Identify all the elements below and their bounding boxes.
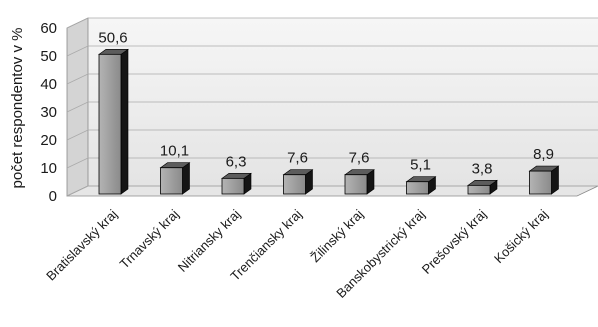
bar-front	[221, 177, 245, 195]
bar-front	[529, 170, 552, 195]
category-label: Bratislavský kraj	[43, 206, 120, 283]
gridline	[66, 101, 598, 113]
y-tick-label: 10	[40, 160, 57, 177]
bar	[528, 165, 560, 195]
chart-walls	[66, 17, 598, 197]
y-tick-label: 60	[40, 20, 57, 37]
bar	[282, 169, 314, 195]
floor	[66, 185, 598, 197]
gridline	[66, 157, 598, 169]
data-label: 3,8	[472, 160, 493, 177]
bar-front	[467, 184, 491, 195]
bar-front	[98, 53, 122, 195]
gridline	[66, 45, 598, 57]
bars	[98, 48, 560, 195]
data-label: 50,6	[98, 29, 127, 46]
bar	[344, 169, 375, 195]
gridline	[66, 17, 598, 29]
y-tick-label: 20	[40, 132, 57, 149]
bar-side	[120, 48, 129, 195]
category-label: Nitriansky kraj	[175, 206, 243, 274]
bar	[467, 179, 498, 195]
bar	[221, 172, 252, 195]
bar-front	[283, 174, 306, 195]
bar-side	[182, 162, 190, 195]
data-label: 8,9	[533, 146, 554, 163]
y-axis-ticks: 0 10 20 30 40 50 60	[40, 20, 57, 205]
gridline	[66, 73, 598, 85]
category-label: Prešovský kraj	[419, 206, 489, 276]
bar	[159, 162, 191, 195]
data-label: 6,3	[226, 153, 247, 170]
bar	[405, 176, 437, 195]
data-label: 7,6	[349, 150, 370, 167]
y-tick-label: 50	[40, 48, 57, 65]
bar-front	[406, 181, 429, 195]
y-tick-label: 40	[40, 76, 57, 93]
y-tick-label: 30	[40, 104, 57, 121]
bar-front	[344, 174, 368, 195]
y-tick-label: 0	[49, 188, 57, 205]
data-labels: 50,6 10,1 6,3 7,6 7,6 5,1 3,8 8,9	[98, 29, 554, 177]
data-label: 7,6	[287, 150, 308, 167]
category-label: Trnavský kraj	[117, 206, 182, 271]
bar	[98, 48, 129, 195]
y-axis-label: počet respondentov v %	[9, 28, 26, 189]
data-label: 10,1	[160, 143, 189, 160]
category-label: Žilinský kraj	[307, 206, 366, 265]
data-label: 5,1	[410, 157, 431, 174]
gridline	[66, 129, 598, 141]
bar-front	[160, 167, 183, 195]
category-label: Košický kraj	[491, 206, 551, 266]
